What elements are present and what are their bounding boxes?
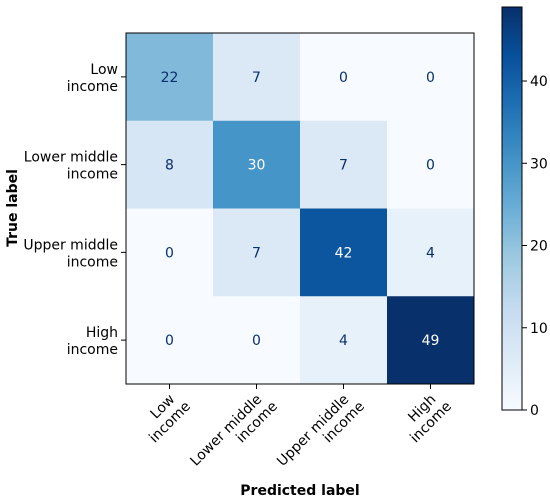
cell-value-label: 7	[252, 70, 261, 86]
matrix-cell	[213, 296, 301, 385]
cell-value-label: 7	[339, 158, 348, 174]
x-tick-label: Upper middleincome	[274, 387, 368, 481]
matrix-cell	[387, 33, 475, 122]
matrix-cells: 22 7 0 0 8 30 7 0 0 7 42 4 0 0 4 49	[126, 33, 475, 385]
row-tick-labels: Low income Lower middle income Upper middle i…	[23, 62, 126, 358]
cell-value-label: 30	[248, 158, 266, 174]
cell-value-label: 0	[426, 158, 435, 174]
cell-value-label: 42	[335, 245, 353, 261]
matrix-cell	[387, 296, 475, 385]
y-tick-label: High income	[67, 325, 118, 358]
matrix-cell	[126, 296, 214, 385]
colorbar	[501, 6, 523, 411]
cell-value-label: 0	[426, 70, 435, 86]
matrix-cell	[387, 208, 475, 297]
matrix-cell	[300, 208, 388, 297]
y-tick-label: Upper middle income	[23, 237, 118, 270]
cell-value-label: 49	[422, 333, 440, 349]
cell-value-label: 0	[165, 333, 174, 349]
cell-value-label: 0	[165, 245, 174, 261]
cell-value-label: 8	[165, 158, 174, 174]
matrix-cell	[300, 33, 388, 122]
colorbar-tick-label: 40	[530, 74, 548, 90]
cell-value-label: 4	[339, 333, 348, 349]
colorbar-tick-label: 10	[530, 321, 548, 337]
matrix-cell	[126, 33, 214, 122]
matrix-cell	[300, 296, 388, 385]
y-tick-label: Lower middle income	[24, 150, 118, 183]
y-axis-label: True label	[5, 169, 21, 247]
x-tick-label: Lower middleincome	[187, 387, 280, 480]
cell-value-label: 0	[252, 333, 261, 349]
cell-value-label: 0	[339, 70, 348, 86]
cell-value-label: 4	[426, 245, 435, 261]
matrix-cell	[213, 33, 301, 122]
matrix-frame	[125, 32, 475, 385]
colorbar-ticks: 0 10 20 30 40	[522, 74, 548, 419]
x-tick-label: Lowincome	[135, 387, 194, 446]
y-tick-label: Low income	[67, 62, 118, 95]
colorbar-tick-label: 20	[530, 239, 548, 255]
x-tick-label: Highincome	[396, 387, 455, 446]
matrix-cell	[213, 120, 301, 209]
colorbar-tick-label: 0	[530, 403, 539, 419]
matrix-cell	[213, 208, 301, 297]
colorbar-tick-label: 30	[530, 156, 548, 172]
matrix-cell	[387, 120, 475, 209]
cell-value-label: 22	[161, 70, 179, 86]
cell-value-label: 7	[252, 245, 261, 261]
matrix-cell	[300, 120, 388, 209]
x-axis-label: Predicted label	[240, 483, 359, 499]
matrix-cell	[126, 208, 214, 297]
matrix-cell	[126, 120, 214, 209]
